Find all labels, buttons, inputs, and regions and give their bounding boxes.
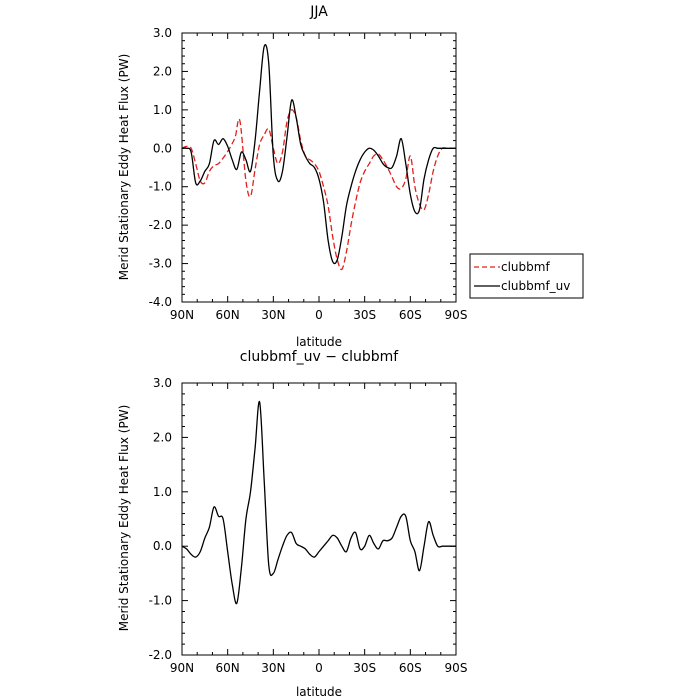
bottom-y-tick-label: 1.0: [153, 485, 172, 499]
bottom-y-ticks: 3.0 2.0 1.0 0.0 -1.0 -2.0: [149, 376, 456, 662]
top-panel: JJA 3.02.01.00.0-1.0-2.0-3.0-4.0 90N 60N 3…: [117, 4, 467, 349]
bottom-y-tick-label: -2.0: [149, 648, 172, 662]
top-x-tick-label: 30N: [261, 308, 285, 322]
top-y-tick-label: 0.0: [153, 141, 172, 155]
top-y-tick-label: 2.0: [153, 64, 172, 78]
top-y-tick-label: -2.0: [149, 218, 172, 232]
bottom-y-tick-label: -1.0: [149, 594, 172, 608]
top-y-tick-label: 3.0: [153, 26, 172, 40]
bottom-x-tick-label: 60N: [216, 661, 240, 675]
bottom-x-tick-label: 30N: [261, 661, 285, 675]
top-y-axis-label: Merid Stationary Eddy Heat Flux (PW): [117, 54, 131, 281]
top-x-axis-label: latitude: [296, 335, 342, 349]
bottom-y-tick-label: 3.0: [153, 376, 172, 390]
top-x-tick-label: 90S: [445, 308, 468, 322]
bottom-x-tick-label: 90N: [170, 661, 194, 675]
top-x-tick-label: 60S: [399, 308, 422, 322]
top-x-tick-label: 0: [315, 308, 323, 322]
legend-label-clubbmf-uv: clubbmf_uv: [501, 279, 570, 293]
top-series-group: [181, 44, 456, 271]
bottom-x-tick-label: 90S: [445, 661, 468, 675]
top-x-tick-label: 30S: [353, 308, 376, 322]
top-chart-title: JJA: [309, 4, 328, 20]
bottom-x-ticks: 90N 60N 30N 0 30S 60S 90S: [170, 383, 468, 675]
legend-label-clubbmf: clubbmf: [501, 260, 550, 274]
bottom-series-line-0: [181, 401, 456, 605]
top-y-tick-label: -1.0: [149, 180, 172, 194]
bottom-chart-title: clubbmf_uv − clubbmf: [240, 349, 399, 365]
bottom-panel: clubbmf_uv − clubbmf 3.0 2.0 1.0 0.0 -1.0 -2.…: [117, 349, 467, 699]
legend-box: [469, 253, 584, 299]
top-y-tick-label: -4.0: [149, 295, 172, 309]
top-plot-frame: [181, 32, 457, 303]
top-series-line-clubbmf: [181, 109, 456, 271]
top-y-tick-label: 1.0: [153, 103, 172, 117]
bottom-y-tick-label: 0.0: [153, 539, 172, 553]
top-x-tick-label: 60N: [216, 308, 240, 322]
bottom-x-tick-label: 30S: [353, 661, 376, 675]
bottom-y-tick-label: 2.0: [153, 430, 172, 444]
legend: clubbmf clubbmf_uv: [469, 253, 584, 299]
bottom-series-group: [181, 401, 456, 605]
bottom-y-axis-label: Merid Stationary Eddy Heat Flux (PW): [117, 405, 131, 632]
bottom-x-tick-label: 60S: [399, 661, 422, 675]
top-series-line-clubbmf-uv: [181, 44, 456, 265]
top-x-tick-label: 90N: [170, 308, 194, 322]
top-x-ticks: 90N 60N 30N 0 30S 60S 90S: [170, 33, 468, 322]
top-y-ticks: 3.0 2.0 1.0 0.0 -1.0 -2.0 -3.0 -4.0: [149, 26, 456, 309]
top-y-tick-label: -3.0: [149, 257, 172, 271]
bottom-x-axis-label: latitude: [296, 685, 342, 699]
bottom-x-tick-label: 0: [315, 661, 323, 675]
